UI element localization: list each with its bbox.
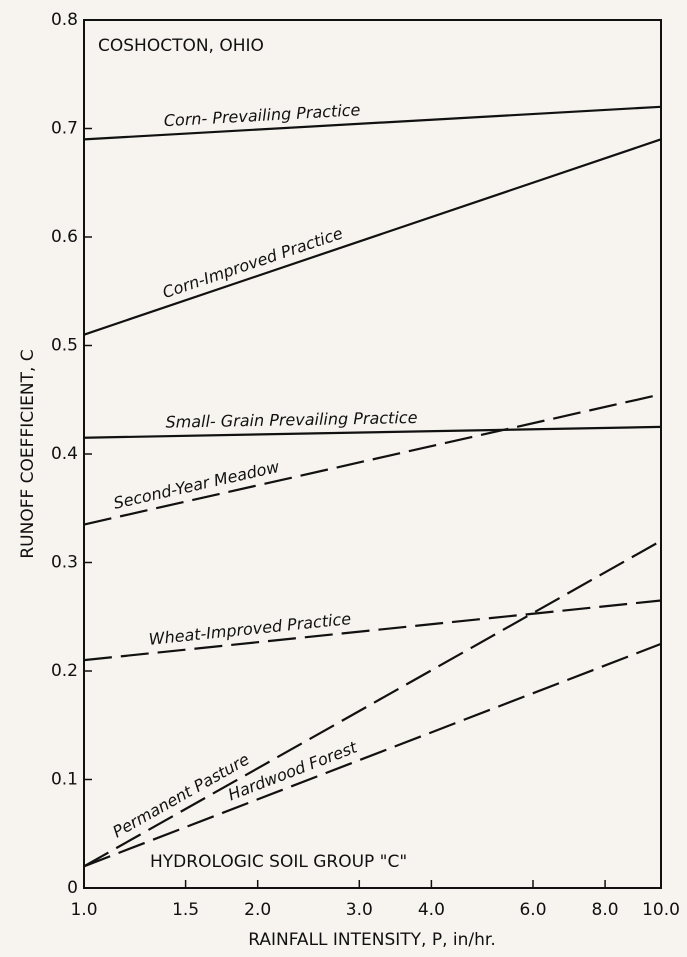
x-tick-label: 3.0	[346, 900, 373, 920]
x-axis-label: RAINFALL INTENSITY, P, in/hr.	[248, 930, 496, 950]
x-tick-label: 10.0	[642, 900, 680, 920]
x-tick-label: 6.0	[519, 900, 546, 920]
x-tick-label: 8.0	[592, 900, 619, 920]
y-tick-label: 0.7	[51, 119, 78, 139]
x-tick-label: 1.0	[70, 900, 97, 920]
series-label: Second-Year Meadow	[112, 457, 282, 513]
x-tick-label: 1.5	[172, 900, 199, 920]
y-tick-label: 0.5	[51, 336, 78, 356]
location-annotation: COSHOCTON, OHIO	[98, 36, 264, 56]
y-axis-label: RUNOFF COEFFICIENT, C	[18, 349, 38, 558]
y-tick-label: 0.3	[51, 553, 78, 573]
series-line	[84, 139, 661, 334]
y-tick-label: 0.1	[51, 770, 78, 790]
y-tick-label: 0.4	[51, 444, 78, 464]
x-tick-label: 4.0	[418, 900, 445, 920]
series-label: Small- Grain Prevailing Practice	[165, 408, 417, 432]
series-label: Corn-Improved Practice	[160, 223, 345, 302]
y-tick-label: 0.8	[51, 10, 78, 30]
y-tick-label: 0.2	[51, 661, 78, 681]
series-line	[84, 644, 661, 866]
plot-frame	[84, 20, 661, 888]
series-line	[84, 541, 661, 867]
x-tick-label: 2.0	[244, 900, 271, 920]
soil-group-annotation: HYDROLOGIC SOIL GROUP "C"	[150, 852, 407, 872]
chart: COSHOCTON, OHIO HYDROLOGIC SOIL GROUP "C…	[0, 0, 687, 957]
y-tick-label: 0	[67, 878, 78, 898]
y-tick-label: 0.6	[51, 227, 78, 247]
